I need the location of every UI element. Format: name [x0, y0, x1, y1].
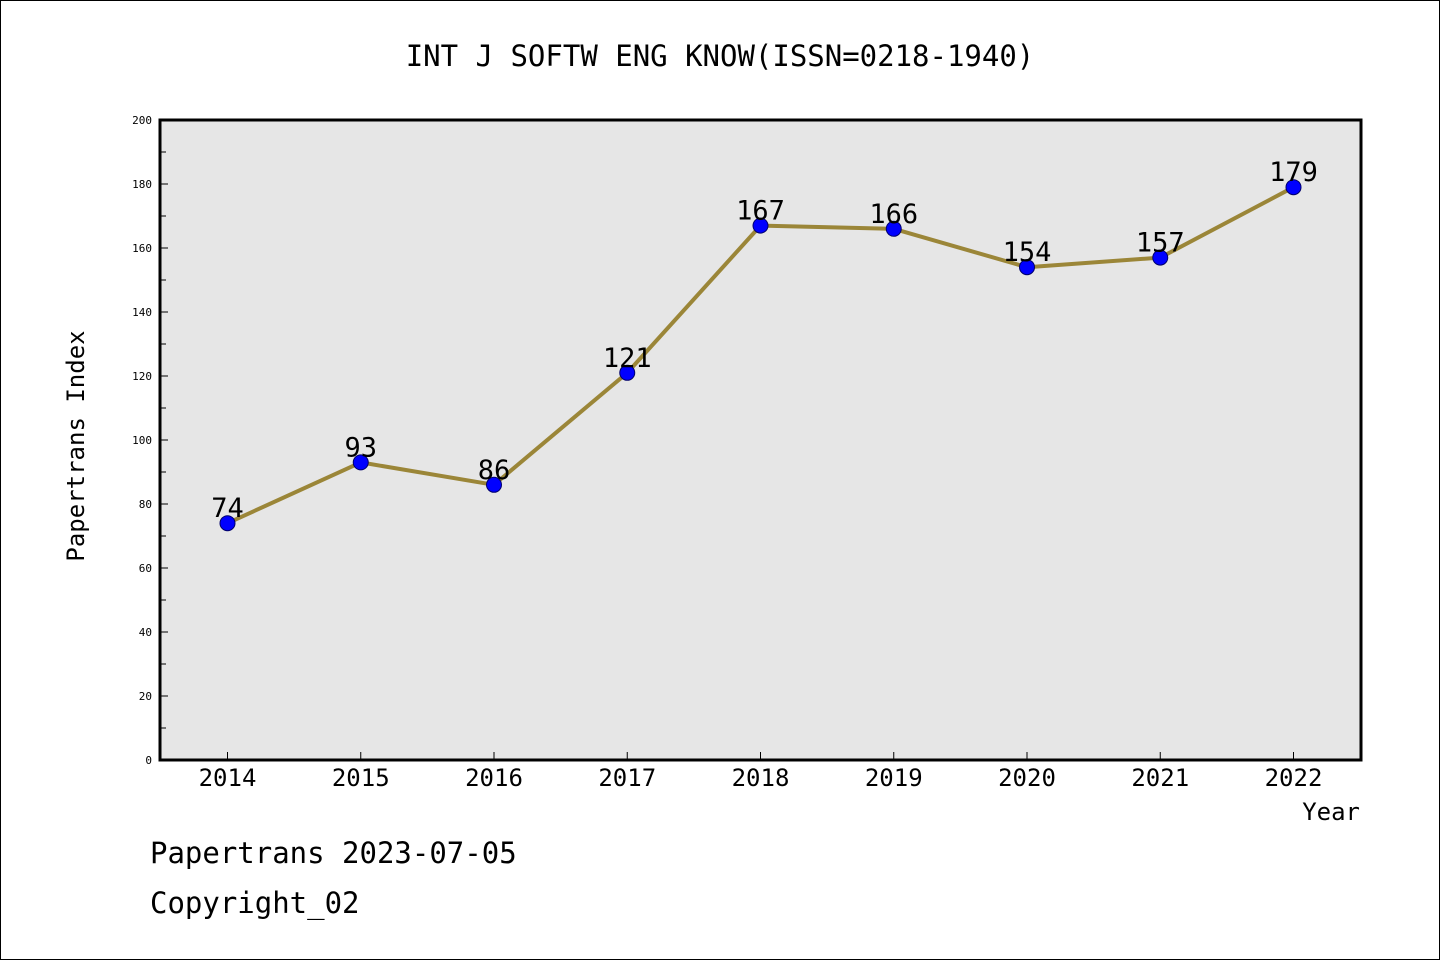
- data-point: [352, 454, 369, 471]
- y-tick-label: 0: [145, 754, 152, 767]
- y-axis-label: Papertrans Index: [62, 330, 90, 561]
- data-point: [752, 217, 769, 234]
- data-label: 93: [344, 432, 377, 463]
- y-axis: 0 20 40 60 80 100 120 140 160 180 200: [132, 114, 168, 767]
- data-label: 121: [603, 343, 652, 374]
- y-tick-label: 60: [139, 562, 152, 575]
- data-label: 154: [1003, 237, 1052, 268]
- data-point: [885, 220, 902, 237]
- x-axis-label: Year: [1302, 798, 1360, 826]
- y-tick-label: 120: [132, 370, 152, 383]
- y-tick-label: 20: [139, 690, 152, 703]
- x-tick-label: 2019: [865, 764, 923, 792]
- chart-title: INT J SOFTW ENG KNOW(ISSN=0218-1940): [406, 39, 1035, 73]
- x-tick-label: 2018: [732, 764, 790, 792]
- y-tick-label: 160: [132, 242, 152, 255]
- y-tick-label: 100: [132, 434, 152, 447]
- data-point: [619, 364, 636, 381]
- data-point: [486, 476, 502, 493]
- data-label: 167: [736, 196, 785, 227]
- x-tick-label: 2017: [598, 764, 656, 792]
- data-label: 166: [869, 199, 918, 230]
- x-tick-label: 2016: [465, 764, 523, 792]
- x-tick-label: 2022: [1265, 764, 1323, 792]
- y-tick-label: 80: [139, 498, 152, 511]
- data-point: [1285, 179, 1302, 196]
- data-label: 74: [211, 493, 244, 524]
- footer-copyright-line: Copyright_02: [150, 886, 360, 920]
- y-tick-label: 180: [132, 178, 152, 191]
- x-tick-label: 2014: [199, 764, 257, 792]
- y-tick-label: 200: [132, 114, 152, 127]
- series-markers-group: [219, 179, 1302, 532]
- data-point: [1152, 249, 1169, 266]
- footer-source-line: Papertrans 2023-07-05: [150, 836, 517, 870]
- x-tick-label: 2021: [1131, 764, 1189, 792]
- y-tick-label: 40: [139, 626, 152, 639]
- data-label: 157: [1136, 228, 1185, 259]
- x-tick-label: 2020: [998, 764, 1056, 792]
- data-point: [219, 515, 236, 532]
- data-point: [1019, 259, 1035, 276]
- data-labels-group: 74 93 86 121 167 166 154 157 179: [211, 157, 1318, 524]
- y-tick-label: 140: [132, 306, 152, 319]
- data-label: 86: [478, 455, 511, 486]
- x-axis: 2014 2015 2016 2017 2018 2019 2020 2021 2022: [199, 752, 1323, 792]
- data-label: 179: [1269, 157, 1318, 188]
- x-tick-label: 2015: [332, 764, 390, 792]
